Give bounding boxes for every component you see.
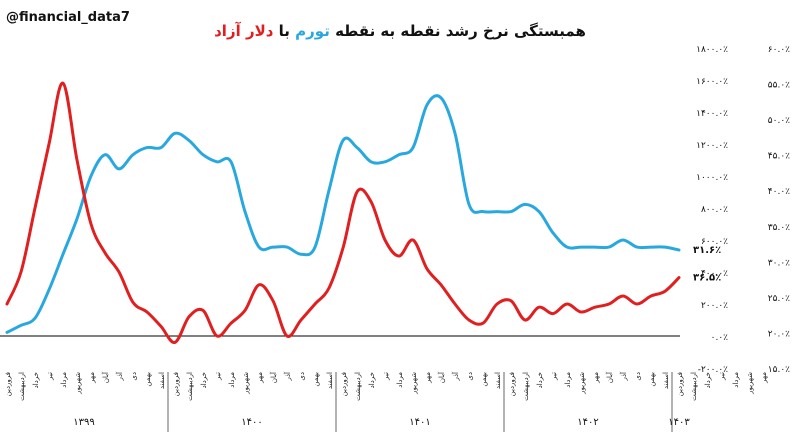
usd-end-label: ۳۶.۵٪ (693, 273, 721, 284)
title-part1: همبستگی نرخ رشد نقطه به نقطه (329, 22, 586, 40)
month-tick-label: خرداد (704, 372, 712, 388)
month-tick-label: فروردین (340, 372, 348, 396)
y-inner-tick-label: ۱۰۰۰.۰٪ (696, 173, 728, 183)
y-inner-tick-label: ۸۰۰.۰٪ (701, 205, 728, 215)
month-tick-label: فروردین (4, 372, 12, 396)
y-outer-tick-label: ۴۰.۰٪ (768, 187, 790, 197)
y-outer-tick-label: ۳۰.۰٪ (768, 258, 790, 268)
month-tick-label: اسفند (662, 372, 670, 389)
month-tick-label: خرداد (368, 372, 376, 388)
title-inflation-word: تورم (295, 22, 330, 40)
month-tick-label: فروردین (508, 372, 516, 396)
month-tick-label: مهر (88, 372, 96, 384)
y-outer-tick-label: ۳۵.۰٪ (768, 223, 790, 233)
month-tick-label: اسفند (494, 372, 502, 389)
month-tick-label: آبان (269, 371, 278, 383)
month-tick-label: تیر (550, 372, 558, 381)
month-tick-label: تیر (718, 372, 726, 381)
month-tick-label: اردیبهشت (18, 372, 26, 401)
chart-title: همبستگی نرخ رشد نقطه به نقطه تورم با دلا… (0, 22, 800, 40)
month-tick-label: شهریور (746, 372, 754, 395)
month-tick-label: آبان (437, 371, 446, 383)
y-outer-tick-label: ۶۰.۰٪ (768, 45, 790, 55)
month-tick-label: آبان (101, 371, 110, 383)
y-inner-tick-label: ۱۲۰۰.۰٪ (696, 141, 728, 151)
month-tick-label: خرداد (200, 372, 208, 388)
title-usd-word: دلار آزاد (214, 22, 274, 40)
month-tick-label: اردیبهشت (354, 372, 362, 401)
month-tick-label: آذر (619, 371, 628, 381)
month-tick-label: مرداد (396, 372, 404, 388)
y-outer-tick-label: ۵۰.۰٪ (768, 116, 790, 126)
year-label: ۱۴۰۲ (577, 417, 598, 428)
y-inner-tick-label: ۱۶۰۰.۰٪ (696, 77, 728, 87)
month-tick-label: آذر (115, 371, 124, 381)
month-tick-label: مرداد (732, 372, 740, 388)
y-outer-tick-label: ۱۵.۰٪ (768, 365, 790, 375)
month-tick-label: مهر (592, 372, 600, 384)
year-label: ۱۳۹۹ (73, 417, 94, 428)
month-tick-label: مهر (256, 372, 264, 384)
month-tick-label: فروردین (172, 372, 180, 396)
y-outer-tick-label: ۵۵.۰٪ (768, 81, 790, 91)
inflation-series-line (5, 94, 681, 334)
month-tick-label: آذر (283, 371, 292, 381)
title-part2: با (273, 22, 296, 40)
usd-series-line (5, 81, 681, 344)
y-inner-tick-label: ۴۰۰.۰٪ (701, 269, 728, 279)
month-tick-label: بهمن (144, 372, 152, 387)
month-tick-label: شهریور (242, 372, 250, 395)
year-label: ۱۴۰۳ (668, 417, 690, 428)
y-inner-tick-label: ۰.۰٪ (711, 333, 729, 343)
month-tick-label: شهریور (578, 372, 586, 395)
month-tick-label: بهمن (648, 372, 656, 387)
month-tick-label: شهریور (74, 372, 82, 395)
month-tick-label: آذر (451, 371, 460, 381)
month-tick-label: تیر (382, 372, 390, 381)
year-label: ۱۴۰۰ (241, 417, 262, 428)
month-tick-label: اسفند (158, 372, 166, 389)
month-tick-label: دی (130, 372, 138, 381)
y-outer-tick-label: ۲۰.۰٪ (768, 329, 790, 339)
month-tick-label: دی (466, 372, 474, 381)
month-tick-label: مهر (424, 372, 432, 384)
year-label: ۱۴۰۱ (409, 417, 430, 428)
y-inner-tick-label: ۲۰۰.۰٪ (701, 301, 728, 311)
month-tick-label: اردیبهشت (522, 372, 530, 401)
month-tick-label: اردیبهشت (186, 372, 194, 401)
month-tick-label: خرداد (32, 372, 40, 388)
month-tick-label: تیر (214, 372, 222, 381)
month-tick-label: مهر (760, 372, 768, 384)
month-tick-label: بهمن (312, 372, 320, 387)
y-inner-tick-label: ۱۸۰۰.۰٪ (696, 45, 728, 55)
month-tick-label: تیر (46, 372, 54, 381)
month-tick-label: دی (634, 372, 642, 381)
month-tick-label: مرداد (60, 372, 68, 388)
channel-handle: @financial_data7 (6, 10, 130, 25)
month-tick-label: دی (298, 372, 306, 381)
y-inner-tick-label: -۲۰۰.۰٪ (698, 365, 728, 375)
inflation-end-label: ۳۱.۶٪ (693, 245, 721, 256)
y-inner-tick-label: ۱۴۰۰.۰٪ (696, 109, 728, 119)
month-tick-label: بهمن (480, 372, 488, 387)
y-outer-tick-label: ۲۵.۰٪ (768, 294, 790, 304)
month-tick-label: شهریور (410, 372, 418, 395)
month-tick-label: مرداد (228, 372, 236, 388)
month-tick-label: فروردین (676, 372, 684, 396)
y-inner-tick-label: ۶۰۰.۰٪ (701, 237, 728, 247)
month-tick-label: اسفند (326, 372, 334, 389)
month-tick-label: آبان (605, 371, 614, 383)
month-tick-label: اردیبهشت (690, 372, 698, 401)
month-tick-label: مرداد (564, 372, 572, 388)
month-tick-label: خرداد (536, 372, 544, 388)
y-outer-tick-label: ۴۵.۰٪ (768, 152, 790, 162)
